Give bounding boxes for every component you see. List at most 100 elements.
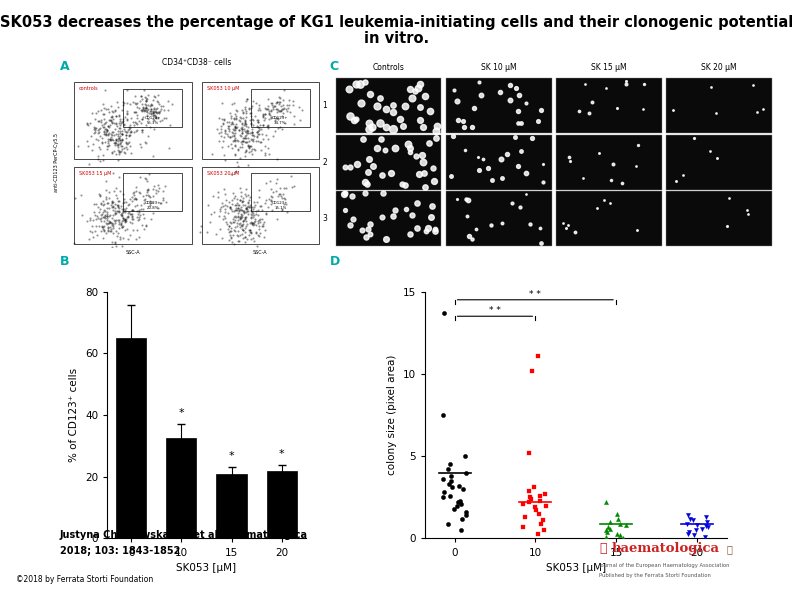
Point <box>249 209 262 219</box>
Point <box>140 96 152 106</box>
Text: SK053 10 μM: SK053 10 μM <box>206 86 239 91</box>
Point <box>239 133 252 143</box>
Point <box>218 115 230 124</box>
Point <box>114 139 126 148</box>
Text: CD123+
34.7%: CD123+ 34.7% <box>272 117 288 125</box>
Point <box>222 121 235 131</box>
Point <box>109 216 121 226</box>
Point <box>242 104 255 114</box>
Point <box>241 234 253 243</box>
Point <box>149 186 162 195</box>
Point <box>140 93 152 102</box>
Point <box>437 411 449 420</box>
Point <box>241 128 254 137</box>
Point <box>223 227 236 236</box>
Point <box>252 104 265 113</box>
Point <box>102 198 114 208</box>
Point <box>125 205 138 215</box>
Text: controls: controls <box>79 86 98 91</box>
Point <box>231 221 244 231</box>
Point <box>149 113 162 123</box>
Point <box>129 201 141 211</box>
Point <box>236 210 249 220</box>
Point <box>254 201 267 211</box>
Point <box>102 115 115 124</box>
Point <box>263 109 276 118</box>
Point <box>252 118 264 127</box>
Point <box>103 217 116 226</box>
Point <box>244 141 256 151</box>
Point <box>216 98 229 107</box>
Point <box>109 219 121 228</box>
Point <box>123 127 136 137</box>
Point <box>92 127 105 137</box>
Point <box>135 118 148 128</box>
Point <box>214 121 227 131</box>
Point <box>215 127 228 137</box>
Point <box>453 496 466 505</box>
Point <box>120 109 133 119</box>
Point <box>532 529 545 538</box>
Point <box>106 237 118 246</box>
Point <box>283 107 296 117</box>
Point <box>116 142 129 151</box>
Point <box>108 206 121 215</box>
Point <box>114 136 126 145</box>
Point <box>121 98 133 108</box>
Point <box>225 199 238 209</box>
Point <box>125 209 138 219</box>
Point <box>235 196 248 205</box>
Point <box>265 100 278 109</box>
Point <box>227 217 240 227</box>
Point <box>152 114 164 123</box>
Point <box>233 117 246 126</box>
Point <box>98 199 110 209</box>
Point <box>236 221 249 230</box>
Point <box>275 106 287 115</box>
Point <box>248 211 260 220</box>
Point <box>141 186 154 195</box>
Point <box>125 218 138 228</box>
Point <box>114 201 127 211</box>
Point <box>131 125 144 134</box>
Point <box>437 308 450 318</box>
Point <box>525 494 538 504</box>
Point <box>264 110 277 120</box>
Point <box>243 230 256 240</box>
Point <box>105 224 118 234</box>
Point <box>103 135 116 145</box>
Point <box>232 201 245 210</box>
Point <box>226 127 239 136</box>
Point <box>278 193 291 203</box>
Point <box>131 99 144 108</box>
Point <box>437 493 449 502</box>
Point <box>106 202 119 211</box>
Point <box>115 241 128 250</box>
Point <box>273 93 286 102</box>
Point <box>240 107 252 116</box>
Point <box>229 105 242 115</box>
Point <box>611 509 624 518</box>
Point <box>270 187 283 196</box>
Point <box>95 199 108 208</box>
Point <box>258 115 271 125</box>
Point <box>129 98 141 108</box>
Point <box>131 206 144 216</box>
Point <box>264 113 277 123</box>
Point <box>274 190 287 199</box>
Point <box>148 124 160 134</box>
Point <box>112 149 125 159</box>
Point <box>233 196 246 205</box>
Point <box>106 130 118 140</box>
Point <box>252 117 264 126</box>
Point <box>135 91 148 101</box>
Point <box>262 123 275 133</box>
Point <box>228 193 241 203</box>
Point <box>93 116 106 126</box>
Point <box>107 136 120 145</box>
Point <box>125 126 137 136</box>
Point <box>239 134 252 143</box>
Point <box>139 92 152 102</box>
Point <box>91 211 104 221</box>
Point <box>102 211 115 221</box>
